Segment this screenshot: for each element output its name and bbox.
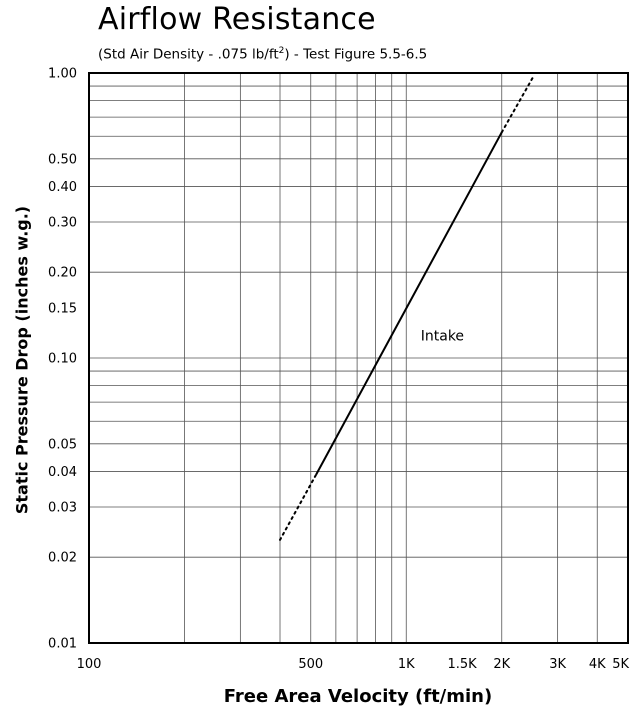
x-tick-label: 1.5K xyxy=(448,657,478,672)
series-annotation: Intake xyxy=(421,328,464,344)
y-tick-label: 0.02 xyxy=(48,551,77,566)
y-tick-labels: 1.00 0.50 0.40 0.30 0.20 0.15 0.10 0.05 0.04 0.03… xyxy=(48,67,77,652)
plot-frame xyxy=(88,72,629,644)
y-axis-label: Static Pressure Drop (inches w.g.) xyxy=(12,205,32,515)
grid xyxy=(89,73,628,643)
x-tick-label: 4K xyxy=(589,657,606,672)
y-tick-label: 0.03 xyxy=(48,501,77,516)
y-tick-label: 0.20 xyxy=(48,266,77,281)
y-tick-label: 0.01 xyxy=(48,637,77,652)
x-tick-label: 2K xyxy=(493,657,510,672)
y-tick-label: 0.10 xyxy=(48,352,77,367)
y-tick-label: 0.15 xyxy=(48,301,77,316)
annotations: Intake xyxy=(421,328,464,344)
x-tick-label: 5K xyxy=(612,657,629,672)
x-tick-labels: 100 500 1K 1.5K 2K 3K 4K 5K xyxy=(77,657,630,672)
x-tick-label: 1K xyxy=(398,657,415,672)
y-tick-label: 1.00 xyxy=(48,67,77,82)
chart-subtitle: (Std Air Density - .075 lb/ft2) - Test F… xyxy=(98,46,427,63)
y-tick-label: 0.40 xyxy=(48,180,77,195)
x-axis-label: Free Area Velocity (ft/min) xyxy=(223,686,493,707)
subtitle-main: (Std Air Density - .075 lb/ft xyxy=(98,46,279,63)
x-tick-label: 500 xyxy=(298,657,323,672)
y-tick-label: 0.05 xyxy=(48,437,77,452)
series-layer xyxy=(279,77,534,541)
y-tick-label: 0.30 xyxy=(48,216,77,231)
subtitle-superscript: 2 xyxy=(278,46,285,56)
series-line-dotted xyxy=(500,77,534,134)
x-tick-label: 100 xyxy=(77,657,102,672)
y-tick-label: 0.50 xyxy=(48,152,77,167)
series-line-solid xyxy=(315,131,503,475)
series-line-dotted xyxy=(279,473,318,541)
subtitle-tail: ) - Test Figure 5.5-6.5 xyxy=(284,46,428,63)
y-tick-label: 0.04 xyxy=(48,465,77,480)
chart-title: Airflow Resistance xyxy=(98,2,376,37)
x-tick-label: 3K xyxy=(549,657,566,672)
